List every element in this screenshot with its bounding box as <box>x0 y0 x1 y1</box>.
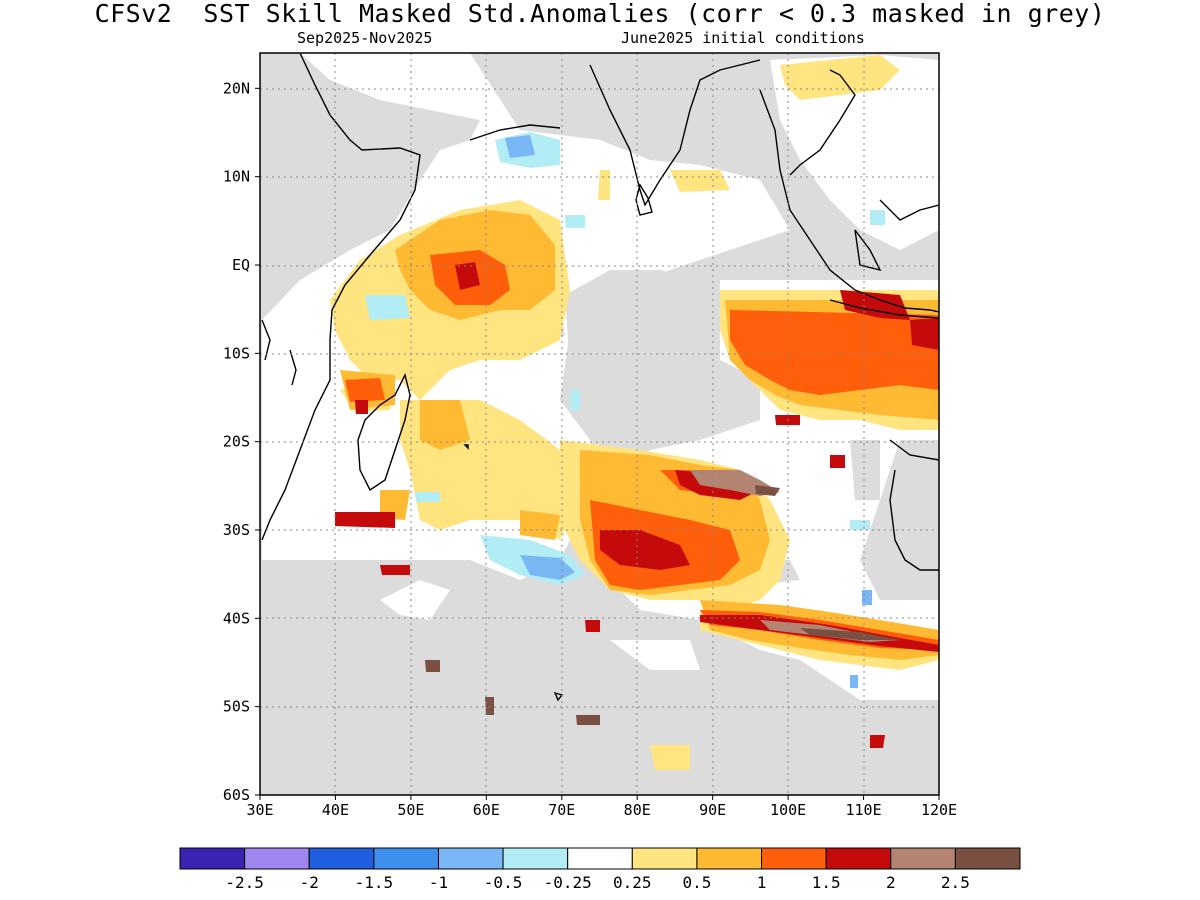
map-frame <box>259 52 940 796</box>
latitude-axis: 20N 10N EQ 10S 20S 30S 40S 50S 60S <box>223 79 260 804</box>
colorbar-swatch <box>308 847 375 870</box>
colorbar-label: -1 <box>429 873 448 892</box>
colorbar-swatch <box>954 847 1021 870</box>
coastlines <box>261 53 939 702</box>
lat-tick-label: 40S <box>223 609 250 627</box>
colorbar-label: 2 <box>886 873 896 892</box>
lon-tick-label: 100E <box>770 801 806 819</box>
colorbar-label: -2 <box>300 873 319 892</box>
colorbar-label: -0.5 <box>484 873 523 892</box>
colorbar-swatch <box>631 847 698 870</box>
lat-tick-label: 50S <box>223 698 250 716</box>
lon-tick-label: 90E <box>699 801 726 819</box>
colorbar-swatch <box>567 847 633 870</box>
lon-tick-label: 30E <box>246 801 273 819</box>
lon-tick-label: 110E <box>845 801 881 819</box>
colorbar-swatch <box>437 847 504 870</box>
colorbar-label: 0.5 <box>682 873 711 892</box>
lon-tick-label: 50E <box>397 801 424 819</box>
lat-tick-label: EQ <box>232 256 250 274</box>
colorbar-label: -1.5 <box>355 873 394 892</box>
longitude-axis: 30E 40E 50E 60E 70E 80E 90E 100E 110E 120E <box>246 795 957 819</box>
colorbar: -2.5 -2 -1.5 -1 -0.5 -0.25 0.25 0.5 1 1.5 2 2.5 <box>179 847 1021 892</box>
colorbar-swatch <box>373 847 439 870</box>
colorbar-label: 0.25 <box>613 873 652 892</box>
colorbar-swatch <box>825 847 892 870</box>
initial-conditions: June2025 initial conditions <box>621 29 865 47</box>
colorbar-swatch <box>696 847 763 870</box>
colorbar-swatch <box>179 847 246 870</box>
lon-tick-label: 80E <box>624 801 651 819</box>
map-grid <box>260 53 939 795</box>
colorbar-label: -0.25 <box>544 873 592 892</box>
forecast-period: Sep2025-Nov2025 <box>297 29 433 47</box>
lat-tick-label: 10N <box>223 168 250 186</box>
colorbar-swatch <box>244 847 310 870</box>
lon-tick-label: 60E <box>473 801 500 819</box>
lat-tick-label: 30S <box>223 521 250 539</box>
lat-tick-label: 20S <box>223 433 250 451</box>
colorbar-label: 1 <box>757 873 767 892</box>
lat-tick-label: 60S <box>223 786 250 804</box>
colorbar-label: -2.5 <box>225 873 264 892</box>
colorbar-label: 1.5 <box>812 873 841 892</box>
lat-tick-label: 10S <box>223 344 250 362</box>
lon-tick-label: 40E <box>322 801 349 819</box>
colorbar-swatch <box>890 847 956 870</box>
colorbar-swatch <box>502 847 569 870</box>
anomaly-minus-0.5 <box>505 135 872 688</box>
colorbar-label: 2.5 <box>941 873 970 892</box>
anomaly-above-2.5 <box>425 485 900 725</box>
lat-tick-label: 20N <box>223 79 250 97</box>
lon-tick-label: 70E <box>548 801 575 819</box>
lon-tick-label: 120E <box>921 801 957 819</box>
colorbar-swatch <box>761 847 827 870</box>
chart-title: CFSv2 SST Skill Masked Std.Anomalies (co… <box>94 0 1106 28</box>
